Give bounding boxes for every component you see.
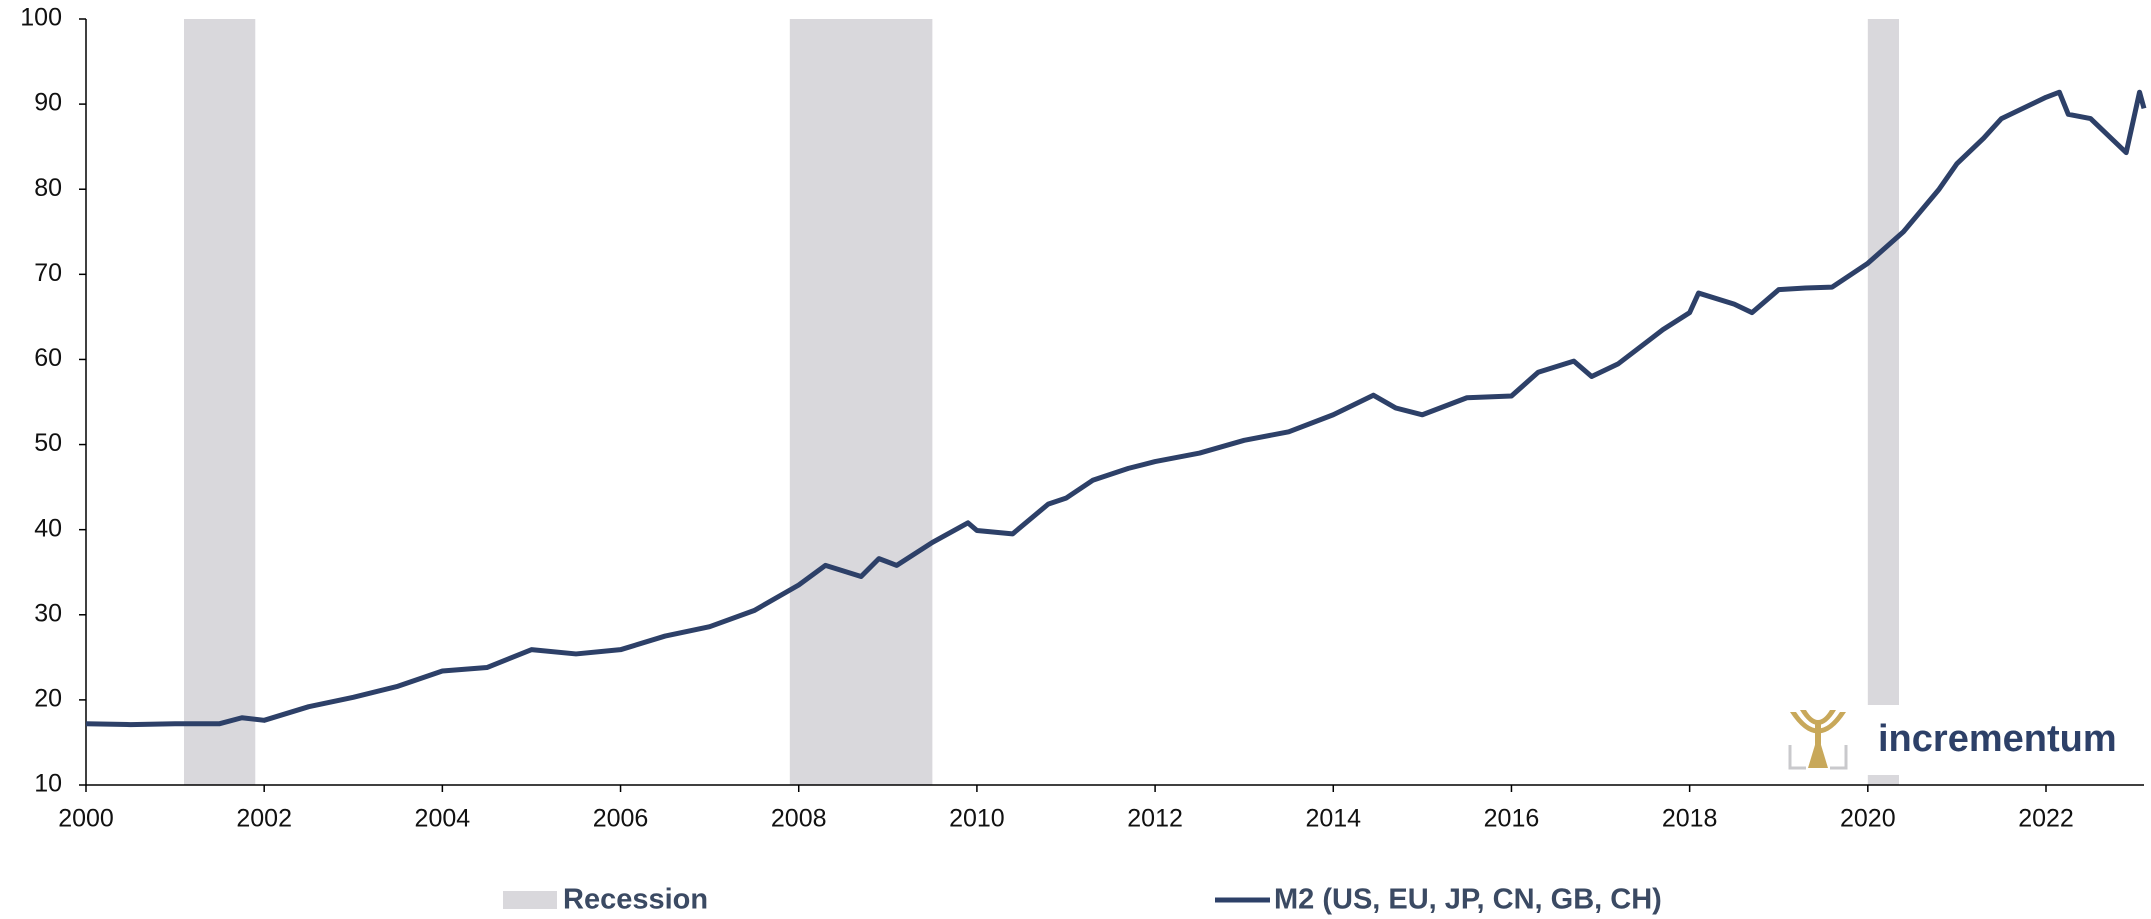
- x-tick-label: 2008: [771, 805, 827, 833]
- legend-swatch: [503, 891, 557, 909]
- recession-band: [1867, 19, 1899, 785]
- x-tick-label: 2016: [1484, 805, 1540, 833]
- x-tick-label: 2022: [2018, 805, 2074, 833]
- legend-label: Recession: [563, 884, 708, 916]
- x-tick-label: 2014: [1305, 805, 1361, 833]
- series-line: [85, 89, 2147, 728]
- legend-label: M2 (US, EU, JP, CN, GB, CH): [1274, 884, 1662, 916]
- logo-background: [1775, 705, 2125, 775]
- y-tick-label: 50: [34, 429, 62, 457]
- x-tick-label: 2010: [949, 805, 1005, 833]
- x-tick-label: 2006: [593, 805, 649, 833]
- y-tick-label: 30: [34, 599, 62, 627]
- logo: incrementum: [1775, 705, 2125, 775]
- y-tick-label: 40: [34, 514, 62, 542]
- x-tick-label: 2002: [236, 805, 292, 833]
- logo-text: incrementum: [1878, 718, 2117, 760]
- recession-band: [184, 19, 256, 785]
- x-tick-label: 2000: [58, 805, 114, 833]
- y-tick-label: 20: [34, 684, 62, 712]
- y-tick-label: 70: [34, 259, 62, 287]
- y-tick-label: 60: [34, 344, 62, 372]
- y-tick-label: 100: [20, 4, 62, 32]
- x-tick-label: 2004: [415, 805, 471, 833]
- y-tick-label: 90: [34, 89, 62, 117]
- recession-band: [789, 19, 933, 785]
- x-tick-label: 2020: [1840, 805, 1896, 833]
- x-tick-label: 2012: [1127, 805, 1183, 833]
- logo-icon: [1790, 710, 1846, 768]
- x-tick-label: 2018: [1662, 805, 1718, 833]
- y-tick-label: 80: [34, 174, 62, 202]
- y-tick-label: 10: [34, 770, 62, 798]
